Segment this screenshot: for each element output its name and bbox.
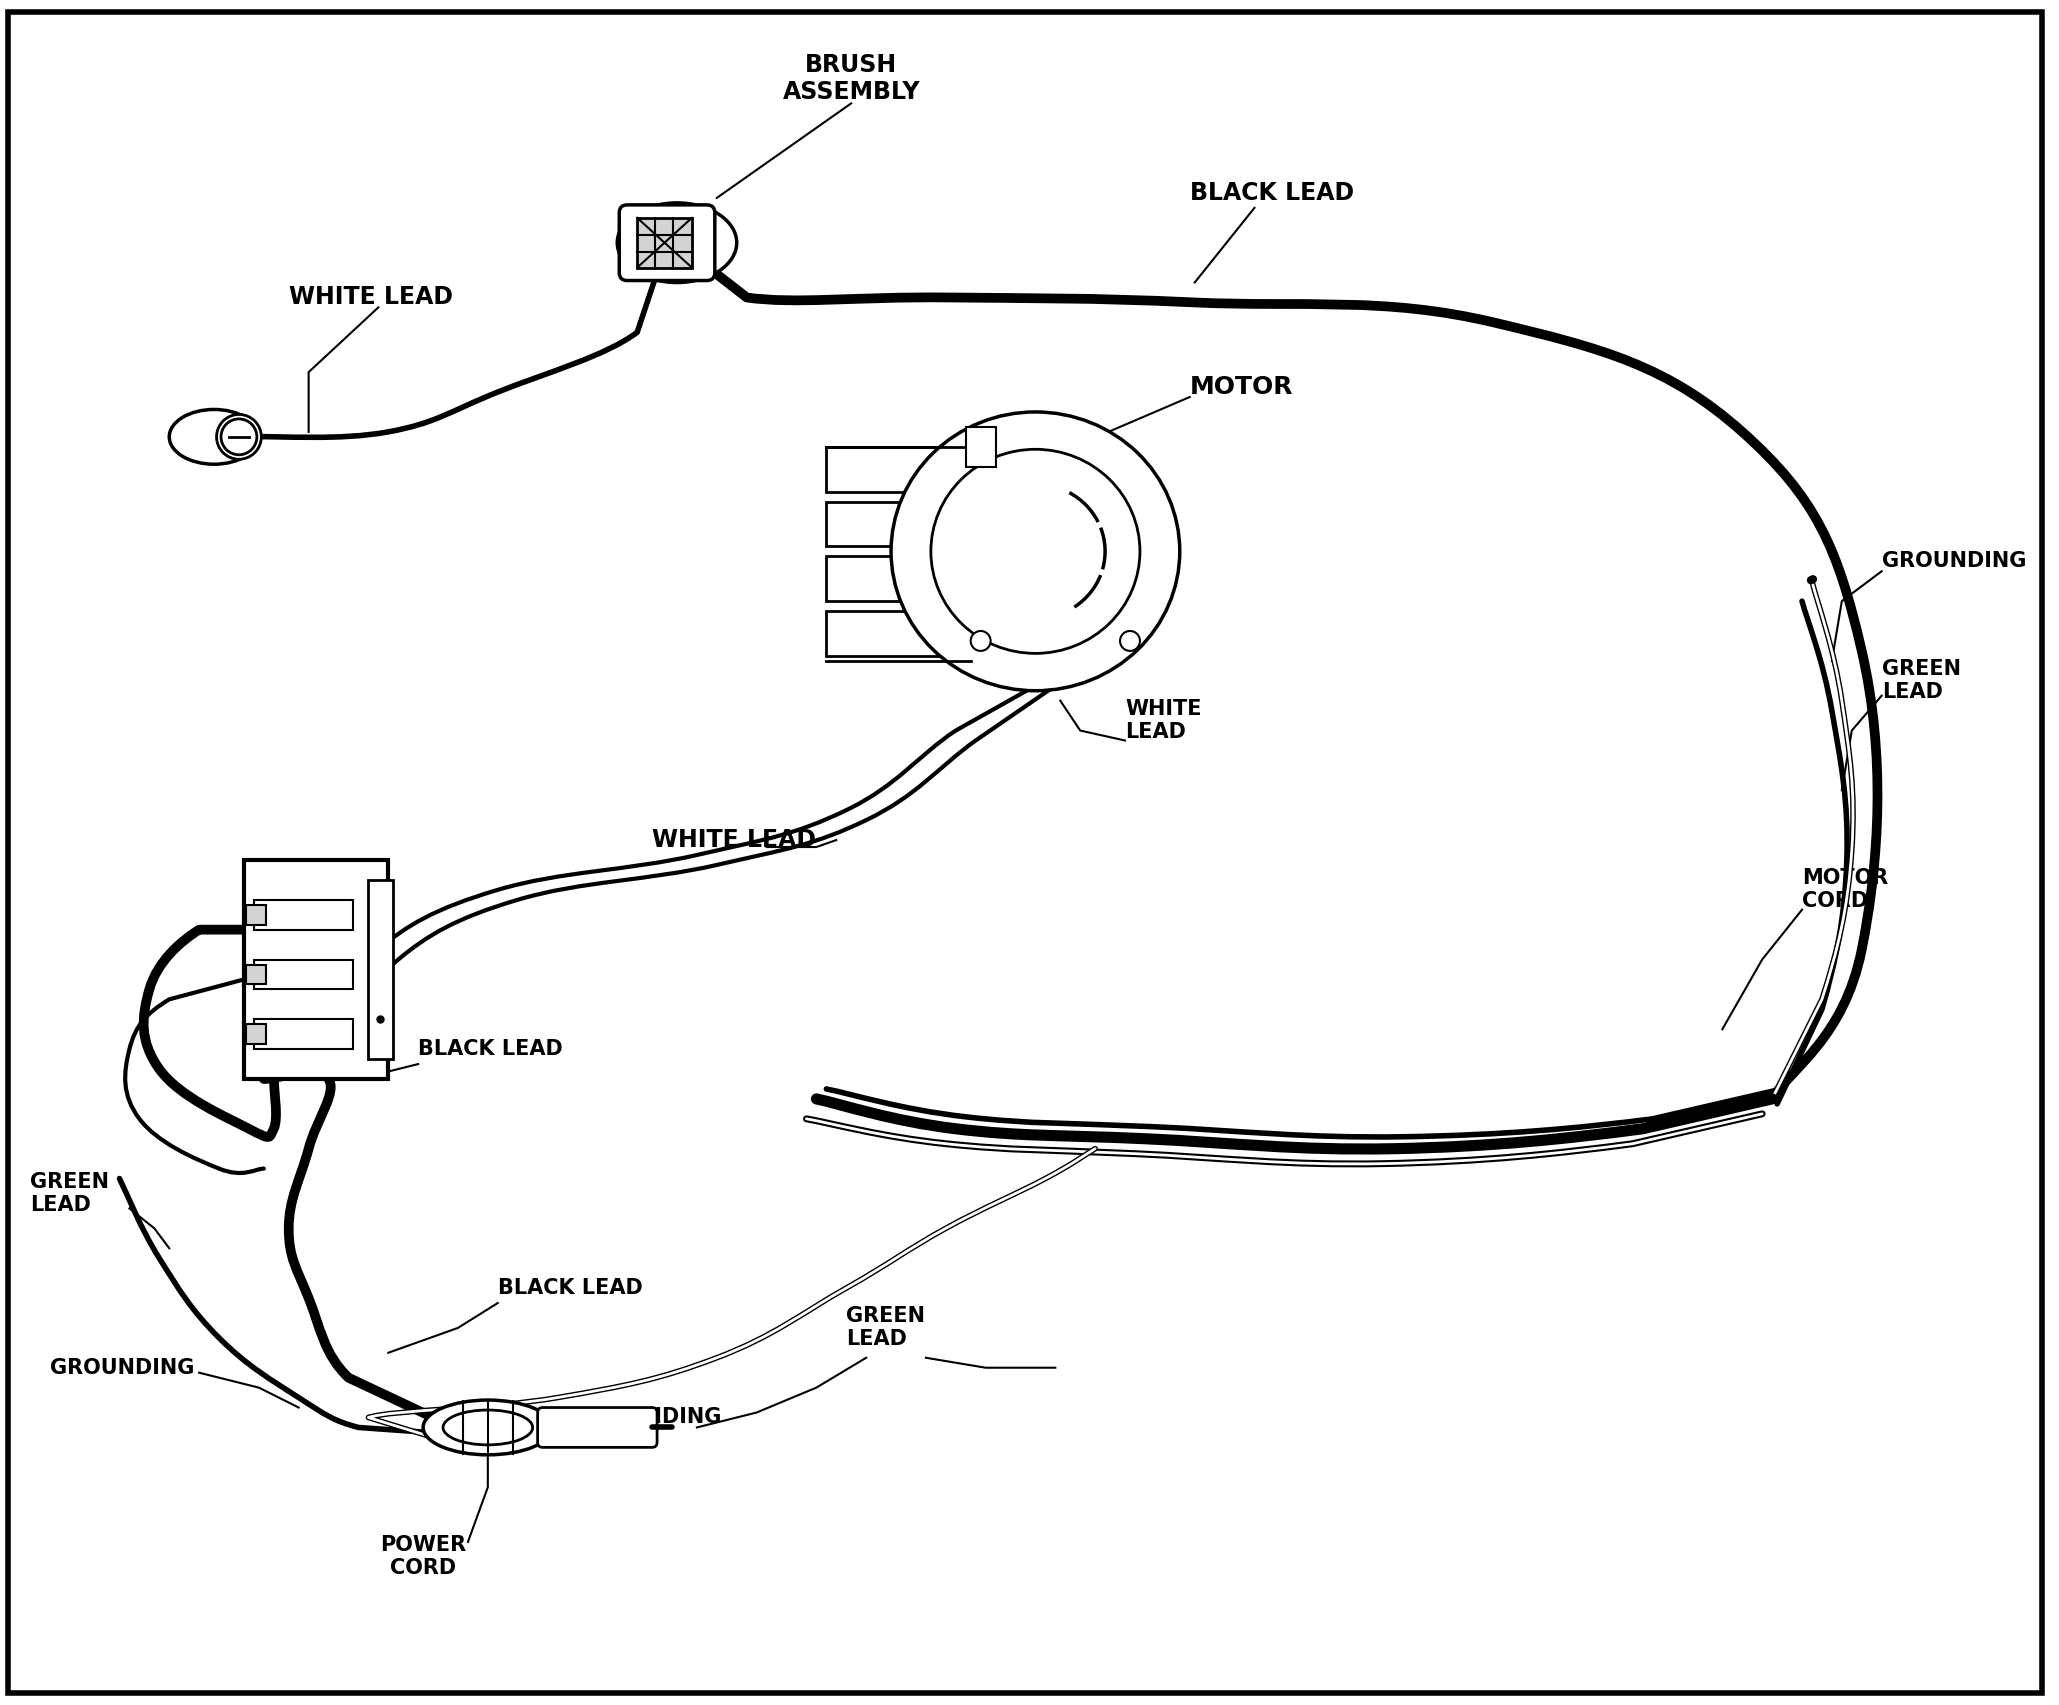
Bar <box>826 501 970 546</box>
Text: BLACK LEAD: BLACK LEAD <box>418 1038 562 1059</box>
Ellipse shape <box>169 409 259 464</box>
Text: BLACK LEAD: BLACK LEAD <box>498 1279 642 1298</box>
Ellipse shape <box>618 203 737 283</box>
Bar <box>245 1025 266 1043</box>
Text: WHITE LEAD: WHITE LEAD <box>288 285 453 310</box>
Bar <box>826 447 970 491</box>
FancyBboxPatch shape <box>537 1408 657 1448</box>
Text: GREEN
LEAD: GREEN LEAD <box>1882 660 1960 702</box>
FancyBboxPatch shape <box>620 205 714 281</box>
Bar <box>245 965 266 984</box>
Text: BRUSH
ASSEMBLY: BRUSH ASSEMBLY <box>782 53 920 104</box>
Text: MOTOR
CORD: MOTOR CORD <box>1802 868 1888 912</box>
Ellipse shape <box>216 414 261 459</box>
Text: GREEN
LEAD: GREEN LEAD <box>31 1171 109 1216</box>
Bar <box>636 218 692 268</box>
Bar <box>245 905 266 924</box>
Text: MOTOR: MOTOR <box>1190 375 1293 399</box>
Circle shape <box>220 419 257 455</box>
Text: WHITE
LEAD: WHITE LEAD <box>1124 699 1202 742</box>
Text: GROUNDING: GROUNDING <box>577 1408 723 1427</box>
Circle shape <box>1120 631 1141 651</box>
Bar <box>966 426 997 467</box>
Text: POWER
CORD: POWER CORD <box>381 1534 465 1579</box>
Ellipse shape <box>443 1410 533 1444</box>
Ellipse shape <box>422 1400 552 1454</box>
Bar <box>826 556 970 602</box>
Ellipse shape <box>931 450 1141 653</box>
Circle shape <box>970 631 990 651</box>
Text: GROUNDING: GROUNDING <box>49 1357 194 1378</box>
Bar <box>243 859 389 1079</box>
Bar <box>253 1020 354 1049</box>
Bar <box>826 610 970 656</box>
Text: WHITE LEAD: WHITE LEAD <box>653 829 815 852</box>
Bar <box>369 880 393 1059</box>
Bar <box>253 900 354 929</box>
Ellipse shape <box>892 413 1180 691</box>
Text: GREEN
LEAD: GREEN LEAD <box>846 1306 924 1349</box>
Text: GROUNDING: GROUNDING <box>1882 551 2026 571</box>
Bar <box>253 960 354 989</box>
Text: BLACK LEAD: BLACK LEAD <box>1190 181 1355 205</box>
